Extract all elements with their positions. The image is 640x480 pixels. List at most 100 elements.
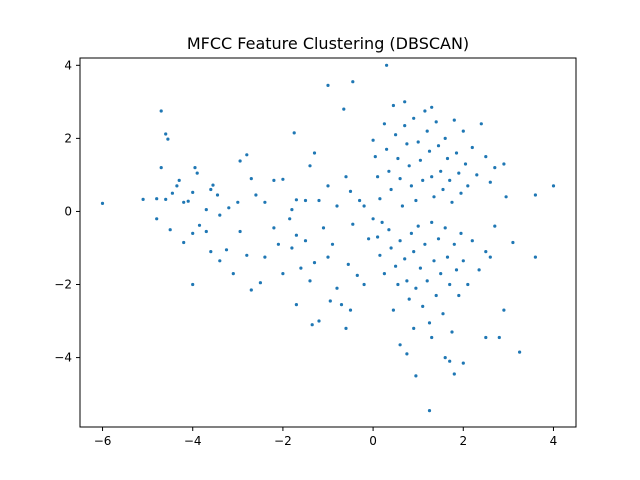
scatter-point <box>459 191 463 195</box>
scatter-point <box>484 155 488 159</box>
scatter-point <box>164 197 168 201</box>
scatter-point <box>432 195 436 199</box>
scatter-point <box>434 120 438 124</box>
scatter-point <box>245 253 249 257</box>
scatter-point <box>423 109 427 113</box>
scatter-point <box>414 286 418 290</box>
scatter-point <box>209 187 213 192</box>
scatter-point <box>371 217 375 221</box>
scatter-point <box>425 129 429 133</box>
scatter-point <box>290 246 294 250</box>
scatter-point <box>470 239 474 243</box>
scatter-point <box>387 228 391 232</box>
scatter-point <box>373 155 377 159</box>
y-tick-label: −2 <box>54 278 72 292</box>
scatter-point <box>416 140 420 144</box>
scatter-point <box>430 105 434 109</box>
scatter-point <box>403 257 407 261</box>
scatter-point <box>452 372 456 376</box>
scatter-point <box>518 350 522 354</box>
scatter-point <box>321 226 326 230</box>
scatter-point <box>425 279 429 283</box>
scatter-point <box>100 201 105 205</box>
scatter-point <box>159 166 163 170</box>
scatter-point <box>493 224 497 228</box>
scatter-point <box>461 361 465 365</box>
scatter-point <box>398 177 402 181</box>
scatter-point <box>362 204 366 208</box>
scatter-point <box>475 173 479 177</box>
scatter-point <box>204 229 208 234</box>
scatter-point <box>378 253 382 257</box>
scatter-point <box>452 242 456 246</box>
scatter-point <box>436 144 441 148</box>
scatter-point <box>186 199 190 203</box>
scatter-point <box>317 198 321 203</box>
scatter-point <box>394 264 398 268</box>
scatter-point <box>479 122 483 126</box>
scatter-point <box>443 356 447 360</box>
y-tick-label: −4 <box>54 351 72 365</box>
scatter-point <box>533 193 538 197</box>
scatter-point <box>405 352 409 356</box>
scatter-point <box>454 151 459 155</box>
x-tick-label: −4 <box>184 434 202 448</box>
scatter-point <box>339 303 344 307</box>
scatter-point <box>175 184 179 188</box>
scatter-point <box>344 326 348 330</box>
scatter-point <box>504 195 508 199</box>
scatter-point <box>294 198 298 202</box>
scatter-point <box>211 183 215 187</box>
scatter-point <box>389 246 393 250</box>
scatter-point <box>427 409 432 413</box>
scatter-point <box>335 286 339 290</box>
scatter-point <box>155 217 159 221</box>
scatter-point <box>385 147 389 151</box>
x-tick-label: 4 <box>550 434 558 448</box>
scatter-point <box>362 282 366 287</box>
scatter-point <box>376 175 380 179</box>
scatter-point <box>430 220 434 224</box>
scatter-point <box>448 359 452 363</box>
scatter-point <box>407 297 411 301</box>
scatter-point <box>195 171 199 175</box>
x-tick-label: 0 <box>369 434 377 448</box>
scatter-point <box>358 198 362 203</box>
scatter-point <box>227 206 231 210</box>
scatter-point <box>238 159 242 163</box>
y-axis: −4 −2 0 2 4 <box>54 58 80 365</box>
scatter-point <box>488 255 492 259</box>
scatter-point <box>272 226 276 230</box>
x-tick-label: −6 <box>94 434 112 448</box>
scatter-point <box>414 198 418 203</box>
x-tick-label: 2 <box>459 434 467 448</box>
scatter-point <box>441 187 445 192</box>
scatter-point <box>389 187 393 192</box>
scatter-point <box>182 240 186 245</box>
scatter-point <box>348 189 353 193</box>
scatter-point <box>276 242 280 246</box>
scatter-point <box>249 177 253 181</box>
scatter-point <box>441 312 445 316</box>
scatter-point <box>344 175 348 179</box>
scatter-point <box>326 184 330 188</box>
scatter-point <box>502 308 506 312</box>
scatter-point <box>355 273 359 277</box>
scatter-point <box>342 107 346 111</box>
scatter-point <box>418 158 422 162</box>
scatter-point <box>551 184 556 188</box>
scatter-point <box>409 184 413 188</box>
scatter-point <box>454 268 459 272</box>
scatter-point <box>484 250 488 254</box>
scatter-point <box>197 223 202 227</box>
scatter-point <box>159 109 163 113</box>
scatter-point <box>351 222 355 226</box>
scatter-point <box>412 116 416 120</box>
scatter-point <box>461 129 465 133</box>
scatter-point <box>346 262 350 266</box>
scatter-point <box>281 272 285 276</box>
scatter-point <box>351 80 355 84</box>
scatter-point <box>394 133 398 137</box>
scatter-point <box>382 122 386 126</box>
scatter-point <box>204 208 208 212</box>
